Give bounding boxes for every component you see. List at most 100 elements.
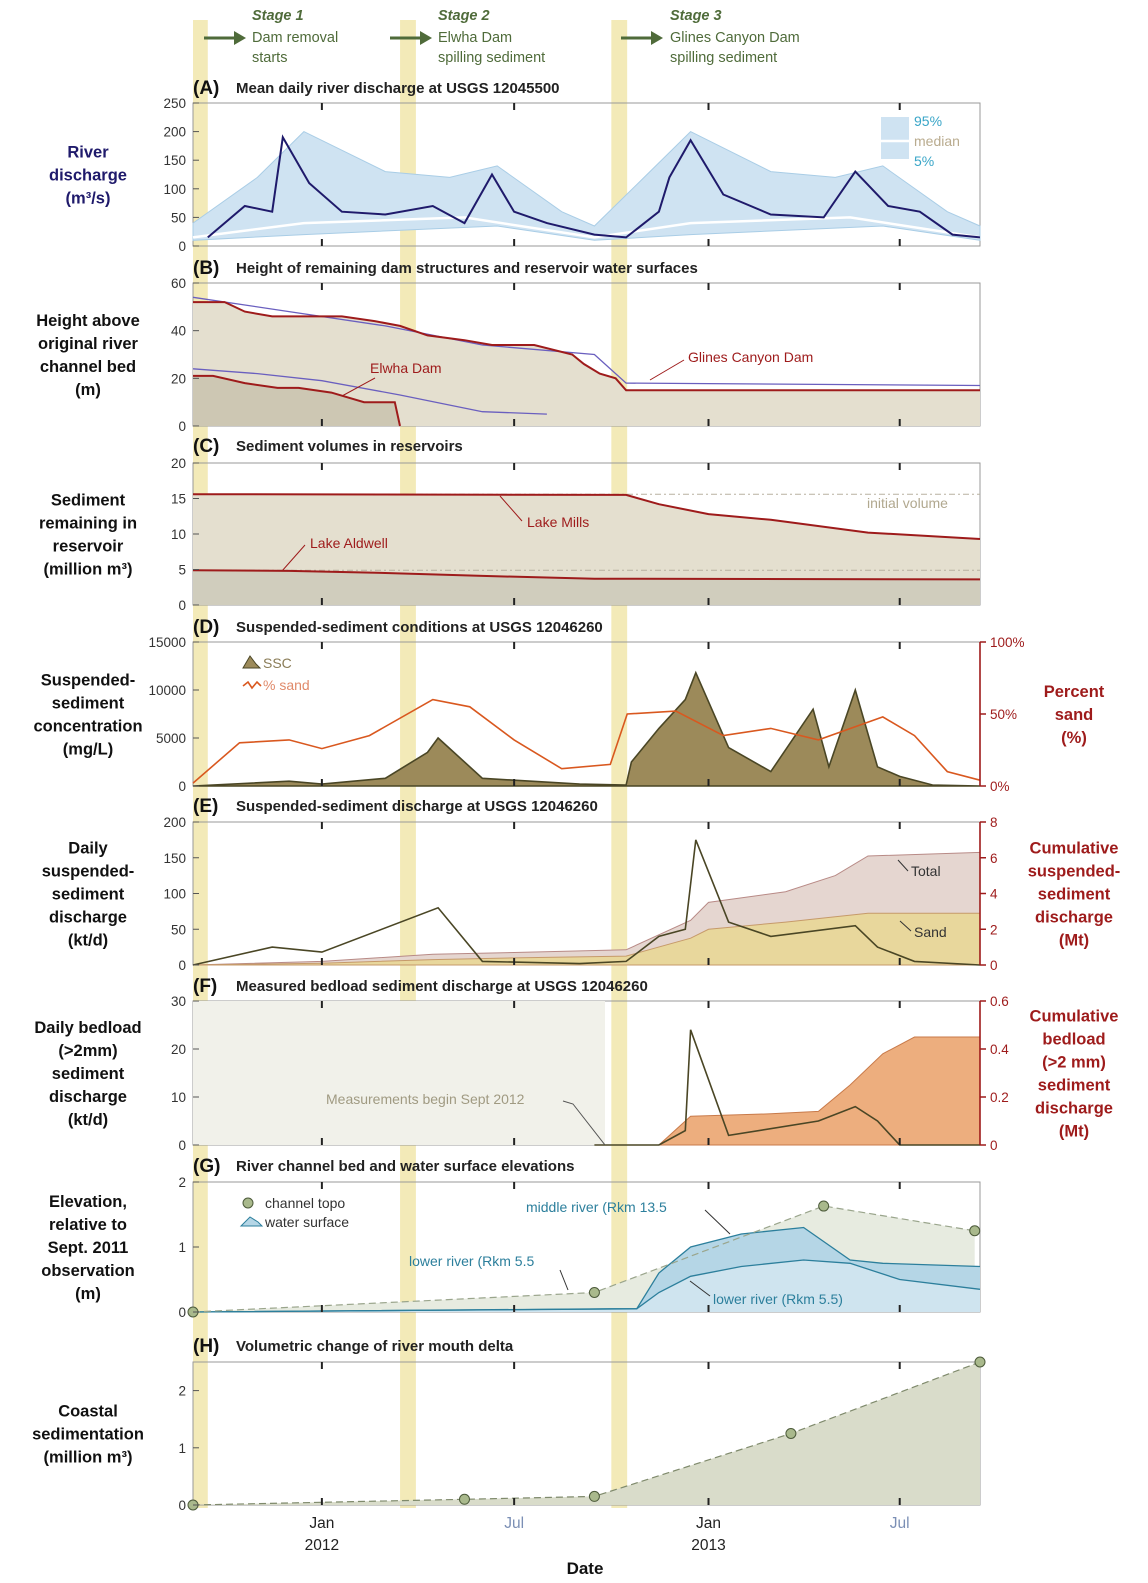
y-tick-label: 50	[171, 922, 186, 937]
x-axis-title: Date	[567, 1559, 604, 1578]
y2-tick-label: 100%	[990, 635, 1025, 650]
annotation-measurements: Measurements begin Sept 2012	[326, 1091, 525, 1107]
area-delta	[193, 1362, 980, 1505]
y2-tick-label: 0.4	[990, 1042, 1009, 1057]
y2-tick-label: 50%	[990, 707, 1017, 722]
legend-water-icon	[239, 1216, 264, 1227]
legend-water-surface: water surface	[264, 1214, 349, 1230]
leader-line	[649, 359, 685, 381]
legend-channel-topo: channel topo	[265, 1195, 345, 1211]
arrow-head-icon	[420, 31, 432, 45]
y-tick-label: 200	[163, 815, 186, 830]
y-tick-label: 1	[178, 1441, 186, 1456]
y2-tick-label: 2	[990, 922, 998, 937]
legend-5: 5%	[914, 153, 934, 169]
panel-f: (F) Measured bedload sediment discharge a…	[34, 976, 1118, 1153]
y-axis-label: concentration	[33, 718, 142, 736]
stage-header-3: Stage 3 Glines Canyon Dam spilling sedimen…	[621, 8, 800, 66]
annotation-lake-aldwell: Lake Aldwell	[310, 535, 388, 551]
y-tick-label: 15	[171, 492, 186, 507]
y-axis-label: discharge	[49, 167, 127, 185]
annotation-total: Total	[911, 863, 941, 879]
leader-line	[704, 1209, 731, 1235]
y-tick-label: 2	[178, 1175, 186, 1190]
y-tick-label: 50	[171, 210, 186, 225]
series-discharge	[207, 134, 981, 239]
delta-point	[458, 1493, 470, 1505]
channel-topo-point	[969, 1225, 981, 1237]
y-axis-label: (mg/L)	[63, 741, 113, 759]
y-axis-label: (>2mm)	[58, 1042, 117, 1060]
stage-header-2: Stage 2 Elwha Dam spilling sediment	[390, 8, 545, 66]
panel-b: (B) Height of remaining dam structures an…	[36, 258, 981, 434]
area-cumulative-bedload	[657, 1036, 981, 1146]
y-tick-label: 0	[178, 1498, 186, 1513]
y2-axis-label: suspended-	[1028, 863, 1121, 881]
x-tick-label: Jan	[309, 1515, 334, 1532]
stage-line1: Dam removal	[252, 30, 338, 46]
y-axis-label: sediment	[52, 695, 125, 713]
series-channel-topo	[192, 1205, 975, 1313]
y-tick-label: 15000	[148, 635, 186, 650]
legend-ssc-icon	[242, 655, 262, 669]
annotation-elwha-dam: Elwha Dam	[370, 360, 442, 376]
y2-tick-label: 8	[990, 815, 998, 830]
panel-g: (G) River channel bed and water surface e…	[41, 1156, 981, 1320]
stage-line1: Glines Canyon Dam	[670, 30, 800, 46]
y-tick-label: 20	[171, 456, 186, 471]
leader-line	[281, 544, 306, 572]
legend-median: median	[914, 133, 960, 149]
panel-label: (A)	[193, 78, 219, 99]
x-tick-label: Jan	[696, 1515, 721, 1532]
panel-a: (A) Mean daily river discharge at USGS 12…	[49, 78, 981, 254]
series-glines	[193, 301, 980, 392]
y-tick-label: 40	[171, 324, 186, 339]
stage-band-1	[193, 20, 208, 1508]
y-tick-label: 0	[178, 1305, 186, 1320]
series-lower-river	[192, 1259, 981, 1313]
y-tick-label: 150	[163, 153, 186, 168]
legend-95: 95%	[914, 113, 942, 129]
y-tick-label: 10	[171, 1090, 186, 1105]
y-axis-label: channel bed	[40, 358, 136, 376]
leader-line	[499, 495, 523, 522]
delta-point	[974, 1356, 986, 1368]
y-axis-label: Height above	[36, 312, 140, 330]
stage-line2: spilling sediment	[438, 50, 545, 66]
annotation-glines-dam: Glines Canyon Dam	[688, 349, 813, 365]
area-glines	[193, 302, 980, 426]
annotation-initial-volume: initial volume	[867, 495, 948, 511]
y-tick-label: 0	[178, 1138, 186, 1153]
y2-axis-label: (>2 mm)	[1042, 1054, 1106, 1072]
x-tick-year: 2012	[305, 1537, 339, 1554]
series-median	[192, 216, 981, 239]
area-elwha	[193, 375, 400, 426]
panel-title: Suspended-sediment conditions at USGS 12…	[236, 619, 603, 636]
x-tick-year: 2013	[691, 1537, 725, 1554]
stage-line1: Elwha Dam	[438, 30, 512, 46]
y-axis-label: (kt/d)	[68, 1111, 108, 1129]
y-tick-label: 0	[178, 958, 186, 973]
leader-line	[897, 859, 909, 872]
y2-axis-label: (%)	[1061, 729, 1087, 747]
panel-h: (H) Volumetric change of river mouth delt…	[32, 1336, 986, 1513]
annotation-sand: Sand	[914, 924, 947, 940]
leader-line	[899, 920, 912, 932]
panel-e: (E) Suspended-sediment discharge at USGS …	[42, 796, 1121, 973]
y-tick-label: 0	[178, 779, 186, 794]
y-tick-label: 2	[178, 1384, 186, 1399]
y2-axis-label: discharge	[1035, 1100, 1113, 1118]
y-axis-label: Elevation,	[49, 1193, 127, 1211]
stage-title: Stage 2	[438, 8, 490, 24]
series-ssc	[192, 670, 981, 787]
y-tick-label: 10	[171, 527, 186, 542]
y-axis-label: (m)	[75, 1285, 101, 1303]
channel-topo-point	[818, 1200, 830, 1212]
annotation-middle-river: middle river (Rkm 13.5	[526, 1199, 667, 1215]
y2-tick-label: 0.2	[990, 1090, 1009, 1105]
y-axis-label: Sept. 2011	[48, 1239, 129, 1257]
y-tick-label: 1	[178, 1240, 186, 1255]
y-axis-label: (m)	[75, 381, 101, 399]
y2-axis-label: Percent	[1044, 683, 1105, 701]
y2-tick-label: 0	[990, 1138, 998, 1153]
